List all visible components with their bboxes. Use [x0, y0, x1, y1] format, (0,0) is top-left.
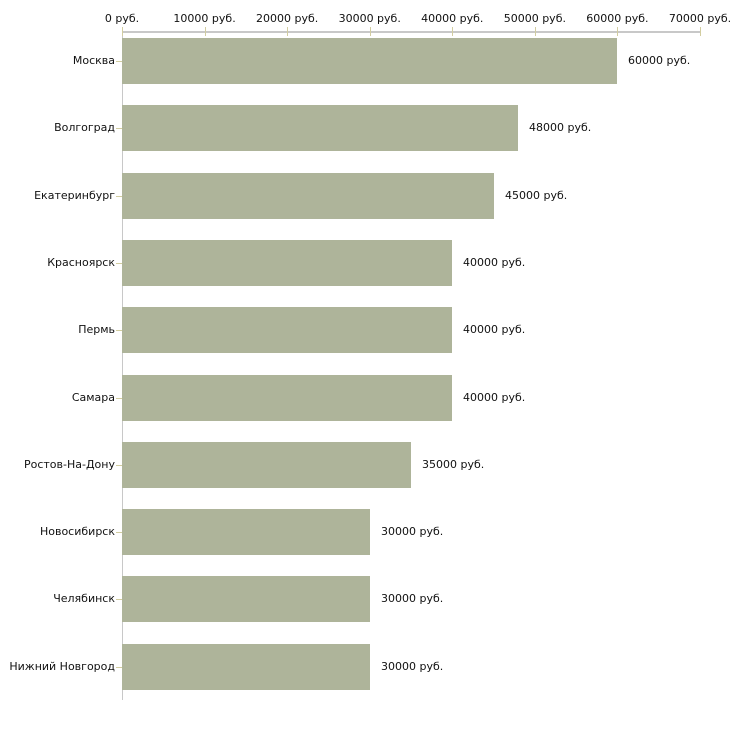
- x-axis-line: [122, 31, 700, 33]
- bar: [122, 576, 370, 623]
- category-tick-mark: [116, 667, 122, 668]
- category-label: Самара: [71, 390, 115, 404]
- category-tick-mark: [116, 532, 122, 533]
- category-tick-mark: [116, 128, 122, 129]
- x-axis-tick-mark: [369, 27, 371, 36]
- bar: [122, 239, 452, 286]
- bar: [122, 38, 617, 84]
- x-axis-tick-label: 40000 руб.: [421, 12, 484, 25]
- x-axis-tick-mark: [700, 27, 701, 36]
- bar: [122, 374, 452, 421]
- bar: [122, 105, 518, 152]
- category-tick-mark: [116, 465, 122, 466]
- bar: [122, 643, 370, 690]
- category-label: Пермь: [78, 323, 115, 337]
- value-label: 40000 руб.: [463, 390, 526, 404]
- category-label: Ростов-На-Дону: [23, 457, 115, 471]
- x-axis-tick-mark: [204, 27, 206, 36]
- value-label: 40000 руб.: [463, 323, 526, 337]
- category-tick-mark: [116, 61, 122, 62]
- x-axis-tick-mark: [287, 27, 289, 36]
- value-label: 30000 руб.: [381, 659, 444, 673]
- category-label: Новосибирск: [39, 525, 115, 539]
- category-label: Волгоград: [54, 121, 115, 135]
- x-axis-tick-label: 0 руб.: [104, 12, 140, 25]
- category-label: Красноярск: [47, 255, 115, 269]
- category-label: Челябинск: [53, 592, 115, 606]
- category-label: Екатеринбург: [34, 188, 115, 202]
- value-label: 48000 руб.: [529, 121, 592, 135]
- category-tick-mark: [116, 599, 122, 600]
- bar: [122, 509, 370, 556]
- x-axis-tick-label: 70000 руб.: [668, 12, 730, 25]
- value-label: 60000 руб.: [628, 54, 691, 67]
- value-label: 30000 руб.: [381, 592, 444, 606]
- category-tick-mark: [116, 330, 122, 331]
- bar: [122, 441, 411, 488]
- x-axis-tick-label: 20000 руб.: [256, 12, 319, 25]
- bar: [122, 307, 452, 354]
- x-axis-tick-mark: [534, 27, 536, 36]
- value-label: 30000 руб.: [381, 525, 444, 539]
- category-tick-mark: [116, 196, 122, 197]
- value-label: 40000 руб.: [463, 255, 526, 269]
- category-tick-mark: [116, 263, 122, 264]
- x-axis-tick-label: 30000 руб.: [338, 12, 401, 25]
- x-axis-tick-mark: [452, 27, 454, 36]
- category-label: Нижний Новгород: [9, 659, 115, 673]
- y-axis-line: [122, 31, 123, 700]
- category-tick-mark: [116, 398, 122, 399]
- x-axis-tick-label: 10000 руб.: [173, 12, 236, 25]
- value-label: 35000 руб.: [422, 457, 485, 471]
- category-label: Москва: [72, 54, 115, 67]
- x-axis-tick-mark: [617, 27, 619, 36]
- x-axis-tick-mark: [122, 27, 123, 36]
- bar: [122, 172, 494, 219]
- value-label: 45000 руб.: [505, 188, 568, 202]
- x-axis-tick-label: 50000 руб.: [503, 12, 566, 25]
- x-axis-tick-label: 60000 руб.: [586, 12, 649, 25]
